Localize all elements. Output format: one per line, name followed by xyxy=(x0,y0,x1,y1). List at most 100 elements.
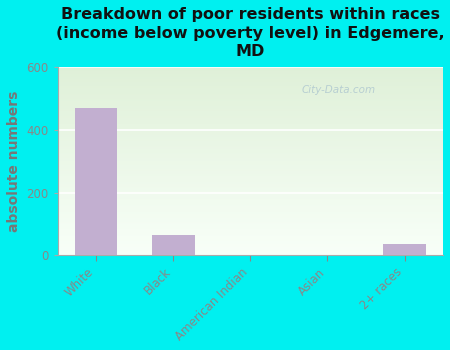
Bar xyxy=(58,230,443,231)
Bar xyxy=(58,172,443,173)
Bar xyxy=(58,138,443,139)
Bar xyxy=(58,69,443,70)
Bar xyxy=(58,254,443,255)
Bar xyxy=(58,209,443,210)
Bar xyxy=(152,235,194,255)
Bar xyxy=(58,103,443,104)
Bar xyxy=(58,225,443,226)
Bar xyxy=(58,136,443,137)
Bar xyxy=(58,116,443,117)
Bar xyxy=(58,239,443,240)
Bar xyxy=(58,201,443,202)
Bar xyxy=(58,181,443,182)
Bar xyxy=(58,92,443,93)
Bar xyxy=(58,85,443,86)
Bar xyxy=(58,131,443,132)
Bar xyxy=(58,247,443,248)
Bar xyxy=(58,236,443,237)
Bar xyxy=(58,161,443,162)
Bar xyxy=(58,192,443,193)
Bar xyxy=(58,245,443,246)
Bar xyxy=(58,218,443,219)
Bar xyxy=(58,122,443,123)
Bar xyxy=(58,125,443,126)
Bar xyxy=(58,106,443,107)
Bar xyxy=(58,168,443,169)
Bar xyxy=(58,170,443,171)
Bar xyxy=(58,81,443,82)
Bar xyxy=(58,67,443,68)
Bar xyxy=(58,223,443,224)
Bar xyxy=(58,78,443,79)
Bar xyxy=(58,74,443,75)
Bar xyxy=(58,237,443,238)
Bar xyxy=(58,190,443,191)
Bar xyxy=(58,104,443,105)
Bar xyxy=(58,227,443,228)
Bar xyxy=(58,175,443,176)
Bar xyxy=(58,160,443,161)
Bar xyxy=(58,144,443,145)
Bar xyxy=(58,174,443,175)
Bar xyxy=(58,133,443,134)
Bar xyxy=(58,107,443,108)
Bar xyxy=(58,182,443,183)
Bar xyxy=(58,146,443,147)
Bar xyxy=(58,224,443,225)
Bar xyxy=(58,219,443,220)
Bar xyxy=(58,186,443,187)
Bar xyxy=(58,163,443,164)
Bar xyxy=(58,200,443,201)
Bar xyxy=(58,148,443,149)
Bar xyxy=(58,127,443,128)
Bar xyxy=(58,185,443,186)
Bar xyxy=(58,226,443,227)
Bar xyxy=(58,70,443,71)
Bar xyxy=(58,90,443,91)
Bar xyxy=(58,102,443,103)
Bar xyxy=(58,213,443,214)
Bar xyxy=(58,134,443,135)
Bar xyxy=(58,193,443,194)
Bar xyxy=(58,110,443,111)
Bar xyxy=(58,211,443,212)
Bar xyxy=(58,162,443,163)
Bar xyxy=(58,71,443,72)
Bar xyxy=(58,77,443,78)
Bar xyxy=(58,137,443,138)
Bar xyxy=(58,206,443,207)
Bar xyxy=(58,164,443,165)
Bar xyxy=(58,114,443,115)
Bar xyxy=(58,197,443,198)
Bar xyxy=(58,79,443,80)
Bar xyxy=(58,86,443,87)
Bar xyxy=(58,135,443,136)
Bar xyxy=(58,153,443,154)
Bar xyxy=(58,198,443,199)
Bar xyxy=(58,187,443,188)
Text: City-Data.com: City-Data.com xyxy=(302,85,376,95)
Bar xyxy=(58,173,443,174)
Bar xyxy=(58,199,443,200)
Bar xyxy=(58,246,443,247)
Bar xyxy=(58,238,443,239)
Bar xyxy=(58,183,443,184)
Bar xyxy=(58,87,443,88)
Bar xyxy=(58,234,443,236)
Bar xyxy=(58,141,443,142)
Bar xyxy=(58,112,443,113)
Bar xyxy=(58,123,443,124)
Bar xyxy=(58,83,443,84)
Bar xyxy=(58,158,443,159)
Bar xyxy=(58,118,443,119)
Bar xyxy=(58,208,443,209)
Bar xyxy=(58,111,443,112)
Bar xyxy=(58,124,443,125)
Bar xyxy=(58,75,443,76)
Bar xyxy=(58,119,443,120)
Bar xyxy=(58,184,443,185)
Title: Breakdown of poor residents within races
(income below poverty level) in Edgemer: Breakdown of poor residents within races… xyxy=(56,7,445,59)
Bar xyxy=(58,231,443,232)
Bar xyxy=(58,89,443,90)
Bar xyxy=(58,165,443,166)
